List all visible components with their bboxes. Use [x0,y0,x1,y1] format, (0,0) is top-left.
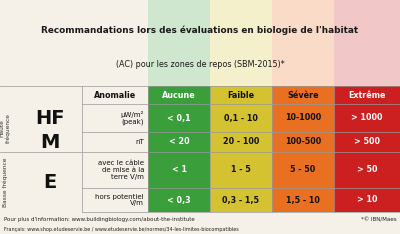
Text: Français: www.shop.etudeservie.be / www.etudeservie.be/normes/34-les-limites-bio: Français: www.shop.etudeservie.be / www.… [4,227,239,232]
Bar [334,104,400,132]
Text: 0,1 - 10: 0,1 - 10 [224,113,258,123]
Bar [148,188,210,212]
Bar [334,86,400,104]
Text: 1 - 5: 1 - 5 [231,165,251,175]
Text: Sévère: Sévère [287,91,319,99]
Text: 20 - 100: 20 - 100 [223,138,259,146]
Text: 100-500: 100-500 [285,138,321,146]
Text: > 10: > 10 [357,195,377,205]
Bar [82,188,148,212]
Bar [334,132,400,152]
Text: avec le câble
de mise à la
terre V/m: avec le câble de mise à la terre V/m [98,160,144,180]
Bar [272,104,334,132]
Text: > 50: > 50 [357,165,377,175]
Text: 10-1000: 10-1000 [285,113,321,123]
Bar [272,132,334,152]
Text: M: M [40,132,60,151]
Bar [82,152,148,188]
Text: Recommandations lors des évaluations en biologie de l'habitat: Recommandations lors des évaluations en … [42,25,358,35]
Text: *© IBN/Maes: *© IBN/Maes [361,217,397,222]
Text: 1,5 - 10: 1,5 - 10 [286,195,320,205]
Text: HF: HF [35,109,65,128]
Text: Anomalie: Anomalie [94,91,136,99]
Text: Extrême: Extrême [348,91,386,99]
Bar [210,86,272,104]
Bar [272,0,334,86]
Bar [148,152,210,188]
Text: Faible: Faible [228,91,254,99]
Text: < 20: < 20 [169,138,189,146]
Bar [210,188,272,212]
Text: > 500: > 500 [354,138,380,146]
Text: Haute
fréquence: Haute fréquence [0,113,11,143]
Bar [334,152,400,188]
Bar [82,86,148,104]
Bar [334,0,400,86]
Text: hors potentiel
V/m: hors potentiel V/m [95,194,144,206]
Text: < 0,1: < 0,1 [167,113,191,123]
Text: > 1000: > 1000 [351,113,383,123]
Text: 0,3 - 1,5: 0,3 - 1,5 [222,195,260,205]
Bar [148,132,210,152]
Bar [334,188,400,212]
Text: Aucune: Aucune [162,91,196,99]
Text: μW/m²
(peak): μW/m² (peak) [121,111,144,125]
Bar [148,0,210,86]
Bar [210,132,272,152]
Text: Pour plus d'information: www.buildingbiology.com/about-the-institute: Pour plus d'information: www.buildingbio… [4,217,195,222]
Text: Basse fréquence: Basse fréquence [2,157,8,207]
Bar [82,132,148,152]
Text: 5 - 50: 5 - 50 [290,165,316,175]
Bar [148,104,210,132]
Text: nT: nT [135,139,144,145]
Bar [272,152,334,188]
Bar [272,86,334,104]
Bar [272,188,334,212]
Bar [210,0,272,86]
Bar [82,104,148,132]
Text: E: E [43,172,57,191]
Bar [210,104,272,132]
Bar [148,86,210,104]
Bar [210,152,272,188]
Text: (AC) pour les zones de repos (SBM-2015)*: (AC) pour les zones de repos (SBM-2015)* [116,60,284,69]
Text: < 1: < 1 [172,165,186,175]
Text: < 0,3: < 0,3 [167,195,191,205]
